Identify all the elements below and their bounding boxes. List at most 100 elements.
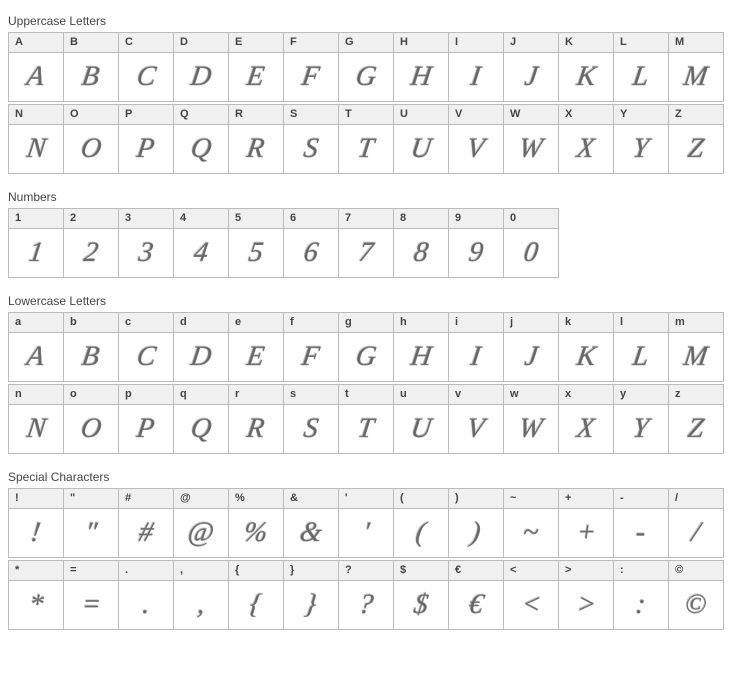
char-glyph: € [449, 581, 503, 629]
char-cell[interactable]: @@ [173, 488, 229, 558]
char-cell[interactable]: bB [63, 312, 119, 382]
char-cell[interactable]: == [63, 560, 119, 630]
char-cell[interactable]: JJ [503, 32, 559, 102]
char-cell[interactable]: ,, [173, 560, 229, 630]
char-cell[interactable]: oO [63, 384, 119, 454]
char-cell[interactable]: && [283, 488, 339, 558]
char-cell[interactable]: EE [228, 32, 284, 102]
char-cell[interactable]: €€ [448, 560, 504, 630]
char-cell[interactable]: << [503, 560, 559, 630]
char-cell[interactable]: xX [558, 384, 614, 454]
char-cell[interactable]: uU [393, 384, 449, 454]
char-cell[interactable]: NN [8, 104, 64, 174]
char-cell[interactable]: yY [613, 384, 669, 454]
char-cell[interactable]: 22 [63, 208, 119, 278]
char-label: d [174, 313, 228, 333]
char-glyph: ( [394, 509, 448, 557]
char-cell[interactable]: tT [338, 384, 394, 454]
char-cell[interactable]: iI [448, 312, 504, 382]
char-cell[interactable]: !! [8, 488, 64, 558]
char-cell[interactable]: ~~ [503, 488, 559, 558]
char-cell[interactable]: pP [118, 384, 174, 454]
char-cell[interactable]: vV [448, 384, 504, 454]
char-cell[interactable]: (( [393, 488, 449, 558]
char-cell[interactable]: 66 [283, 208, 339, 278]
char-cell[interactable]: wW [503, 384, 559, 454]
char-cell[interactable]: ZZ [668, 104, 724, 174]
char-glyph: Z [669, 405, 723, 453]
char-cell[interactable]: VV [448, 104, 504, 174]
char-cell[interactable]: qQ [173, 384, 229, 454]
char-cell[interactable]: aA [8, 312, 64, 382]
char-cell[interactable]: lL [613, 312, 669, 382]
char-label: $ [394, 561, 448, 581]
char-cell[interactable]: II [448, 32, 504, 102]
char-cell[interactable]: WW [503, 104, 559, 174]
char-cell[interactable]: 11 [8, 208, 64, 278]
glyph-text: H [409, 341, 434, 373]
char-cell[interactable]: // [668, 488, 724, 558]
char-cell[interactable]: "" [63, 488, 119, 558]
char-cell[interactable]: XX [558, 104, 614, 174]
char-cell[interactable]: UU [393, 104, 449, 174]
char-cell[interactable]: dD [173, 312, 229, 382]
char-cell[interactable]: rR [228, 384, 284, 454]
char-cell[interactable]: QQ [173, 104, 229, 174]
char-cell[interactable]: '' [338, 488, 394, 558]
char-cell[interactable]: %% [228, 488, 284, 558]
char-glyph: R [229, 125, 283, 173]
char-cell[interactable]: 99 [448, 208, 504, 278]
char-cell[interactable]: :: [613, 560, 669, 630]
section-title: Uppercase Letters [8, 14, 740, 28]
char-cell[interactable]: ?? [338, 560, 394, 630]
char-cell[interactable]: ** [8, 560, 64, 630]
char-cell[interactable]: 33 [118, 208, 174, 278]
char-cell[interactable]: GG [338, 32, 394, 102]
char-label: s [284, 385, 338, 405]
char-cell[interactable]: mM [668, 312, 724, 382]
char-cell[interactable]: TT [338, 104, 394, 174]
char-cell[interactable]: DD [173, 32, 229, 102]
char-cell[interactable]: ++ [558, 488, 614, 558]
char-cell[interactable]: {{ [228, 560, 284, 630]
char-cell[interactable]: ## [118, 488, 174, 558]
char-cell[interactable]: -- [613, 488, 669, 558]
char-cell[interactable]: sS [283, 384, 339, 454]
char-cell[interactable]: LL [613, 32, 669, 102]
char-glyph: L [614, 53, 668, 101]
char-cell[interactable]: FF [283, 32, 339, 102]
char-label: . [119, 561, 173, 581]
char-cell[interactable]: nN [8, 384, 64, 454]
char-cell[interactable]: RR [228, 104, 284, 174]
char-cell[interactable]: HH [393, 32, 449, 102]
char-cell[interactable]: cC [118, 312, 174, 382]
char-cell[interactable]: 77 [338, 208, 394, 278]
char-cell[interactable]: 55 [228, 208, 284, 278]
glyph-text: > [574, 589, 597, 621]
char-cell[interactable]: BB [63, 32, 119, 102]
char-cell[interactable]: eE [228, 312, 284, 382]
char-cell[interactable]: KK [558, 32, 614, 102]
char-cell[interactable]: YY [613, 104, 669, 174]
char-cell[interactable]: jJ [503, 312, 559, 382]
char-cell[interactable]: gG [338, 312, 394, 382]
char-cell[interactable]: 00 [503, 208, 559, 278]
char-cell[interactable]: kK [558, 312, 614, 382]
char-cell[interactable]: SS [283, 104, 339, 174]
char-cell[interactable]: zZ [668, 384, 724, 454]
char-cell[interactable]: }} [283, 560, 339, 630]
char-cell[interactable]: PP [118, 104, 174, 174]
char-cell[interactable]: 44 [173, 208, 229, 278]
char-cell[interactable]: hH [393, 312, 449, 382]
char-cell[interactable]: )) [448, 488, 504, 558]
char-cell[interactable]: OO [63, 104, 119, 174]
char-cell[interactable]: >> [558, 560, 614, 630]
char-cell[interactable]: ©© [668, 560, 724, 630]
char-cell[interactable]: $$ [393, 560, 449, 630]
char-cell[interactable]: MM [668, 32, 724, 102]
char-cell[interactable]: AA [8, 32, 64, 102]
char-cell[interactable]: .. [118, 560, 174, 630]
char-cell[interactable]: 88 [393, 208, 449, 278]
char-cell[interactable]: CC [118, 32, 174, 102]
char-cell[interactable]: fF [283, 312, 339, 382]
